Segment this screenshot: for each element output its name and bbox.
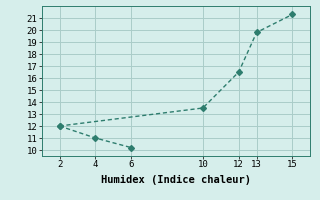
- X-axis label: Humidex (Indice chaleur): Humidex (Indice chaleur): [101, 175, 251, 185]
